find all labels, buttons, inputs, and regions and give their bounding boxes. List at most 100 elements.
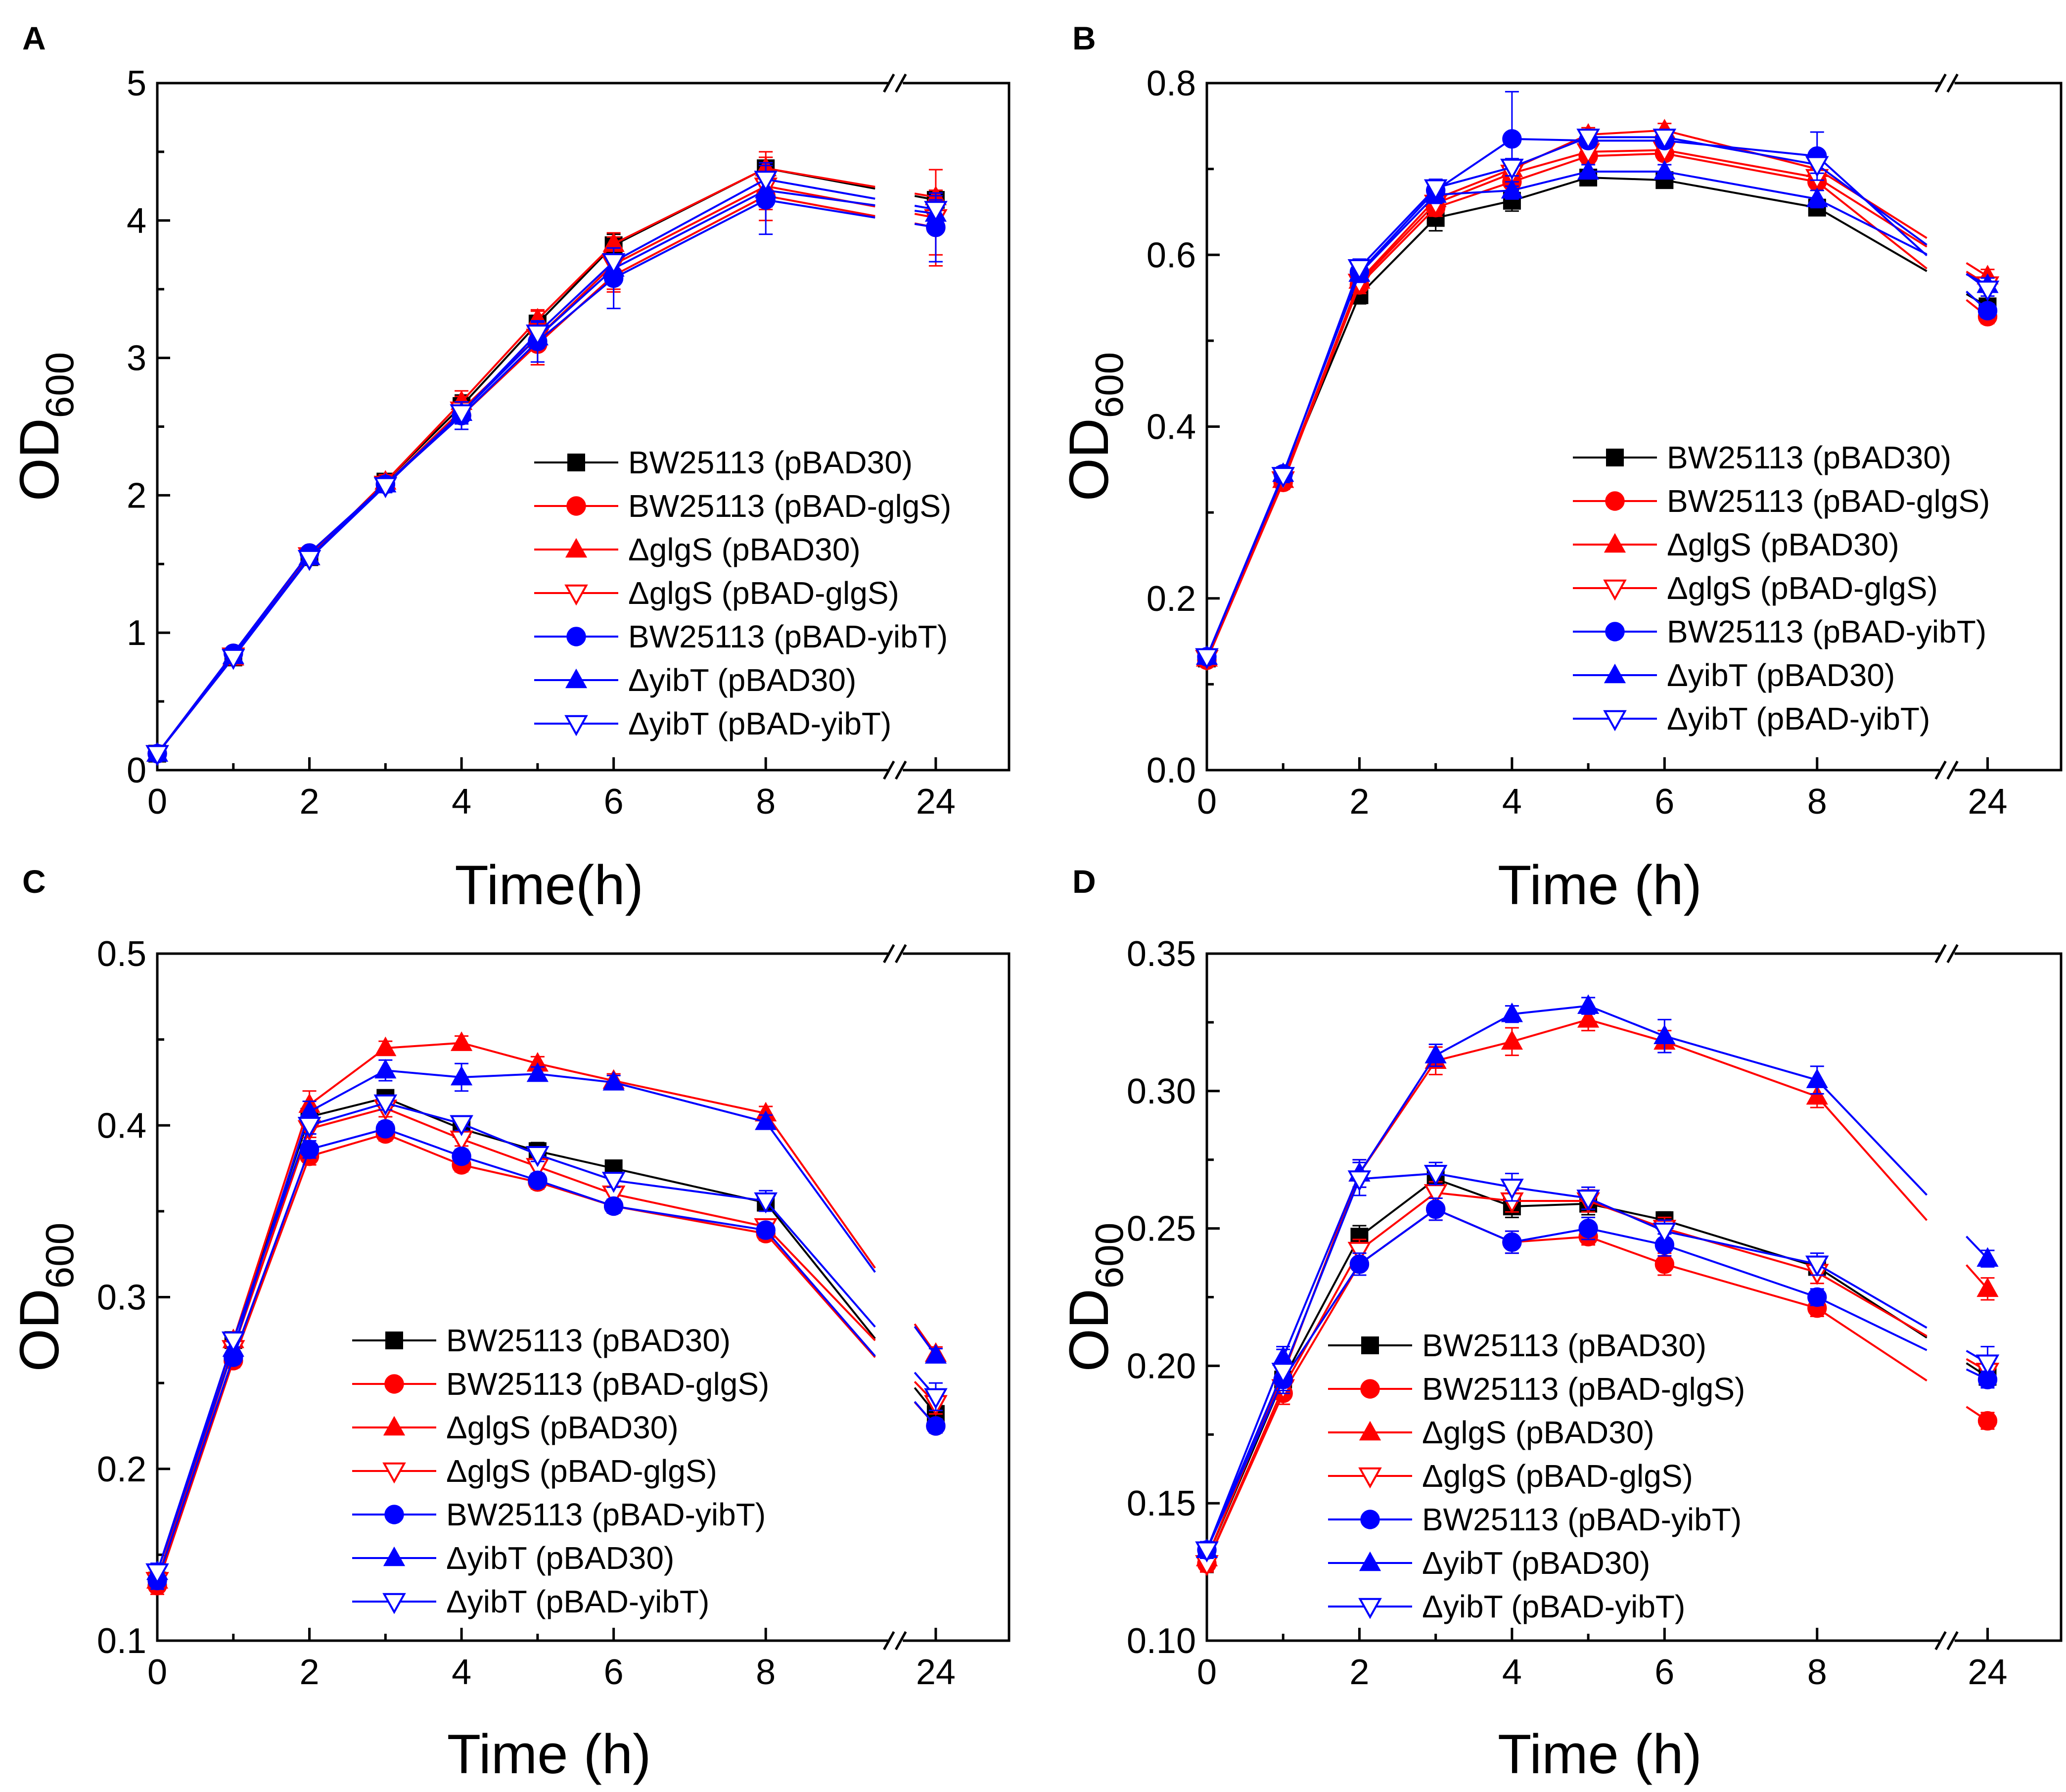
legend-entry: BW25113 (pBAD-glgS) (534, 488, 951, 524)
axis-break-mark (1946, 944, 1959, 964)
legend: BW25113 (pBAD30) BW25113 (pBAD-glgS) ΔglgS… (352, 1323, 769, 1619)
legend-label: BW25113 (pBAD30) (1422, 1328, 1706, 1363)
series-line (156, 1128, 766, 1581)
data-point (526, 1146, 550, 1167)
legend-entry: BW25113 (pBAD30) (1328, 1328, 1706, 1363)
x-tick-label: 6 (1654, 782, 1674, 822)
legend-label: BW25113 (pBAD-yibT) (628, 619, 948, 654)
legend-marker (1605, 622, 1625, 642)
panel-letter-c: C (22, 863, 46, 900)
series-line-segment (765, 1121, 876, 1273)
legend-marker (1360, 1510, 1380, 1529)
x-tick-label: 8 (1807, 1653, 1827, 1692)
series-line-segment (765, 199, 875, 219)
x-axis-title: Time (h) (447, 1723, 651, 1785)
axis-break-mark (883, 944, 895, 964)
y-tick-label: 2 (127, 476, 146, 515)
series-7 (145, 1094, 948, 1585)
series-7 (145, 162, 948, 767)
panel-letter-b: B (1072, 20, 1096, 56)
legend-marker (382, 1593, 406, 1614)
legend-entry: BW25113 (pBAD-yibT) (534, 619, 948, 654)
axis-break-mark (895, 73, 907, 93)
data-point (1653, 160, 1676, 180)
legend-marker (384, 1505, 404, 1524)
legend-entry: ΔglgS (pBAD30) (1328, 1415, 1654, 1450)
x-axis-title: Time(h) (455, 854, 643, 916)
x-tick-label: 8 (1807, 782, 1827, 822)
legend-marker (1359, 1551, 1381, 1571)
legend-entry: BW25113 (pBAD30) (534, 445, 913, 480)
x-tick-label: 8 (756, 782, 776, 822)
x-tick-label: 24 (916, 1653, 956, 1692)
data-point (1805, 156, 1829, 178)
series-line-segment (765, 178, 875, 200)
data-point (1653, 1222, 1677, 1244)
series-line-segment (765, 167, 875, 188)
data-point (1977, 301, 1998, 321)
series-line (156, 1102, 766, 1572)
x-tick-label: 6 (1654, 1653, 1674, 1692)
x-tick-label: 4 (452, 782, 471, 822)
series-line-segment (765, 1233, 876, 1358)
data-point (221, 648, 245, 670)
x-tick-label: 0 (147, 1653, 167, 1692)
series-line-segment (1816, 1271, 1928, 1337)
y-axis-title: OD600 (8, 1223, 82, 1372)
legend-entry: BW25113 (pBAD-glgS) (1573, 483, 1990, 519)
y-axis-title-subscript: 600 (38, 1223, 82, 1288)
data-point (1976, 1277, 1999, 1297)
series-line (1206, 1005, 1818, 1551)
legend-entry: BW25113 (pBAD30) (1573, 440, 1951, 475)
legend-marker (383, 1546, 406, 1566)
legend-entry: ΔyibT (pBAD-yibT) (1573, 701, 1930, 736)
data-point (1501, 1002, 1523, 1022)
plot-frame (156, 952, 1010, 1642)
y-axis-title: OD600 (1058, 352, 1131, 501)
series-7 (1195, 129, 2000, 670)
data-point (373, 1094, 398, 1116)
y-tick-label: 0.6 (1147, 235, 1196, 275)
legend-marker (1603, 579, 1627, 601)
data-point (373, 477, 398, 499)
legend-entry: ΔyibT (pBAD-yibT) (1328, 1589, 1685, 1624)
y-axis-title-base: OD (1058, 418, 1120, 501)
legend-marker (1604, 663, 1626, 684)
legend-marker (565, 668, 588, 689)
x-tick-label: 2 (300, 782, 320, 822)
legend-entry: ΔglgS (pBAD-glgS) (352, 1453, 717, 1489)
x-tick-label: 4 (1502, 1653, 1522, 1692)
legend-marker (567, 454, 585, 471)
data-point (450, 1065, 473, 1086)
axis-break-mark (895, 760, 907, 780)
legend-label: ΔyibT (pBAD30) (628, 662, 856, 698)
data-point (1271, 467, 1295, 488)
data-point (754, 171, 778, 192)
axis-break-mark (883, 1631, 895, 1651)
x-tick-label: 24 (1968, 782, 2007, 822)
series-line (156, 178, 767, 754)
legend-entry: BW25113 (pBAD30) (352, 1323, 731, 1358)
plot-frame (1205, 952, 2063, 1642)
data-point (1977, 1411, 1998, 1431)
data-point (1347, 1170, 1372, 1192)
series-line-segment (1816, 1307, 1928, 1381)
series-line-segment (765, 1202, 876, 1339)
legend-label: ΔglgS (pBAD30) (1667, 527, 1899, 562)
series-line (156, 1069, 766, 1572)
legend-label: ΔyibT (pBAD-yibT) (446, 1584, 709, 1619)
legend-entry: ΔyibT (pBAD30) (352, 1540, 674, 1576)
x-tick-label: 2 (1349, 782, 1369, 822)
legend-marker (566, 496, 586, 516)
legend-marker (1360, 1379, 1380, 1399)
panel-letter-a: A (22, 20, 46, 56)
data-point (1500, 1178, 1524, 1200)
x-tick-label: 6 (604, 782, 624, 822)
data-point (1976, 1247, 1999, 1267)
legend-label: BW25113 (pBAD-yibT) (1422, 1502, 1742, 1537)
y-axis-title: OD600 (1058, 1223, 1131, 1372)
series-line-segment (765, 1200, 876, 1328)
data-point (526, 1062, 549, 1082)
